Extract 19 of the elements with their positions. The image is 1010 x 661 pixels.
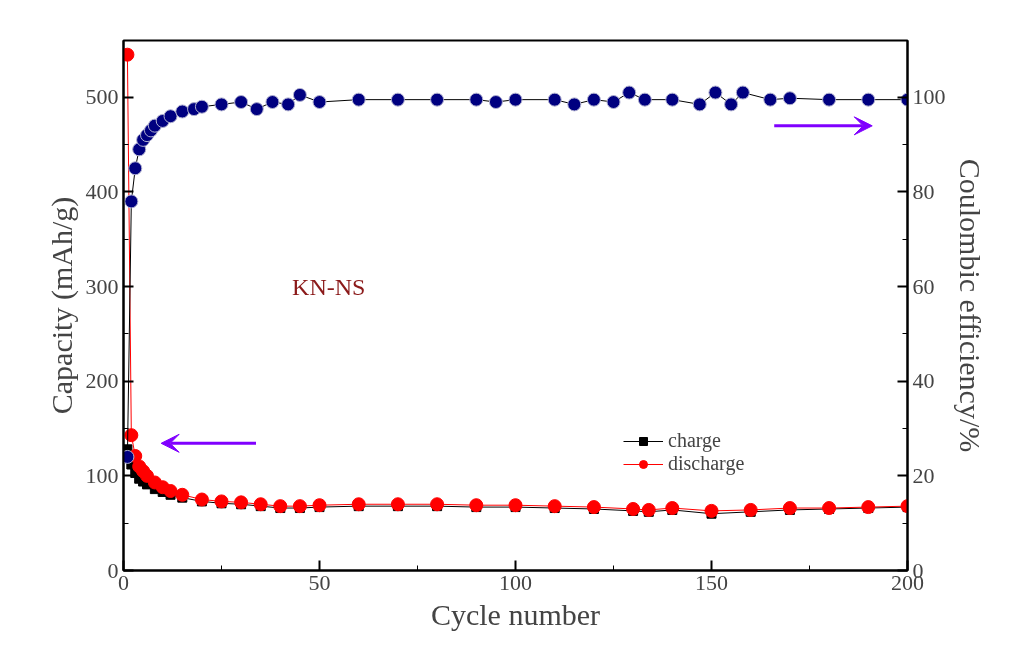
- y2-tick-label: 20: [912, 462, 935, 488]
- x-tick-label: 100: [499, 569, 532, 595]
- y-axis-title: Capacity (mAh/g): [44, 196, 79, 415]
- y-tick-label: 400: [85, 178, 119, 204]
- y-tick-label: 200: [85, 368, 119, 394]
- x-tick-label: 50: [308, 569, 331, 595]
- y2-tick-label: 80: [912, 178, 935, 204]
- y-tick-label: 500: [85, 84, 119, 110]
- x-tick-label: 150: [695, 569, 728, 595]
- legend-label: charge: [668, 429, 721, 452]
- legend-label: discharge: [668, 452, 745, 475]
- x-axis-title: Cycle number: [430, 597, 601, 631]
- y2-tick-label: 40: [912, 368, 935, 394]
- y-tick-label: 100: [85, 462, 119, 488]
- annotation: KN-NS: [292, 273, 366, 300]
- y2-axis-title: Coulombic efficiency/%: [953, 158, 987, 453]
- y2-tick-label: 100: [912, 84, 946, 110]
- y-tick-label: 300: [85, 273, 119, 299]
- y2-tick-label: 60: [912, 273, 935, 299]
